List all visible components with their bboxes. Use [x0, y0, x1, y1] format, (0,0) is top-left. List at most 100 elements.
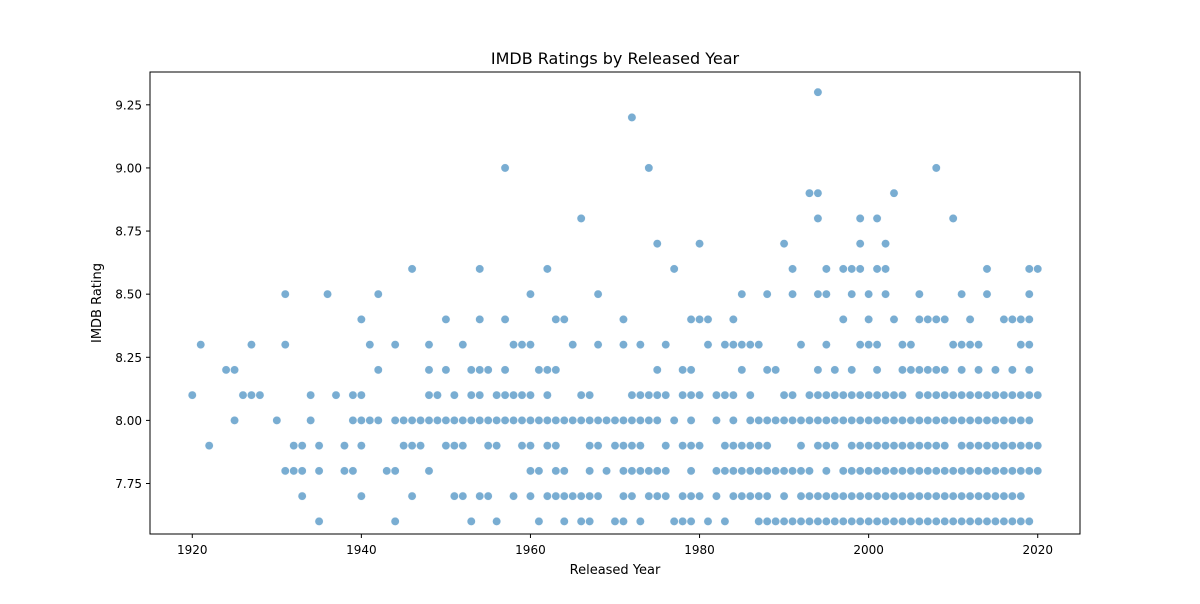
data-point [940, 441, 950, 451]
data-point [914, 516, 924, 526]
data-point [889, 314, 899, 324]
data-point [509, 491, 519, 501]
data-point [500, 365, 510, 375]
data-point [754, 516, 764, 526]
data-point [492, 516, 502, 526]
data-point [390, 415, 400, 425]
data-point [982, 264, 992, 274]
data-point [855, 264, 865, 274]
data-point [356, 415, 366, 425]
data-point [881, 441, 891, 451]
data-point [458, 340, 468, 350]
x-tick-label: 1960 [515, 543, 546, 557]
data-point [525, 390, 535, 400]
data-point [483, 415, 493, 425]
data-point [999, 441, 1009, 451]
data-point [906, 415, 916, 425]
data-point [373, 289, 383, 299]
y-tick-label: 9.00 [115, 161, 142, 175]
data-point [534, 415, 544, 425]
data-point [889, 441, 899, 451]
data-point [864, 340, 874, 350]
data-point [754, 441, 764, 451]
data-point [644, 390, 654, 400]
data-point [974, 390, 984, 400]
data-point [407, 264, 417, 274]
data-point [399, 441, 409, 451]
data-point [356, 314, 366, 324]
data-point [627, 441, 637, 451]
data-point [931, 365, 941, 375]
data-point [796, 441, 806, 451]
data-point [500, 415, 510, 425]
data-point [542, 264, 552, 274]
data-point [568, 491, 578, 501]
data-point [974, 466, 984, 476]
data-point [432, 390, 442, 400]
y-axis: 7.75 8.00 8.25 8.50 8.75 9.00 9.25 [115, 98, 150, 491]
data-point [897, 441, 907, 451]
data-point [897, 491, 907, 501]
data-point [990, 441, 1000, 451]
data-point [475, 390, 485, 400]
data-point [990, 491, 1000, 501]
data-point [449, 441, 459, 451]
data-point [525, 491, 535, 501]
data-point [948, 491, 958, 501]
data-point [509, 390, 519, 400]
data-point [990, 390, 1000, 400]
data-point [847, 289, 857, 299]
data-point [923, 314, 933, 324]
data-point [559, 415, 569, 425]
data-point [1016, 516, 1026, 526]
data-point [821, 491, 831, 501]
data-point [830, 365, 840, 375]
data-point [982, 491, 992, 501]
data-point [196, 340, 206, 350]
data-point [542, 415, 552, 425]
data-point [940, 365, 950, 375]
data-point [872, 466, 882, 476]
data-point [745, 415, 755, 425]
data-point [745, 441, 755, 451]
data-point [813, 87, 823, 97]
data-point [914, 289, 924, 299]
data-point [940, 314, 950, 324]
y-tick-label: 7.75 [115, 477, 142, 491]
data-point [297, 441, 307, 451]
data-point [593, 289, 603, 299]
data-point [830, 415, 840, 425]
data-point [948, 415, 958, 425]
data-point [728, 415, 738, 425]
data-point [872, 340, 882, 350]
data-point [525, 340, 535, 350]
data-point [821, 441, 831, 451]
data-point [711, 415, 721, 425]
data-point [635, 340, 645, 350]
data-point [847, 466, 857, 476]
data-point [914, 365, 924, 375]
data-point [948, 466, 958, 476]
data-point [821, 264, 831, 274]
data-point [618, 314, 628, 324]
data-point [348, 466, 358, 476]
data-point [686, 491, 696, 501]
data-point [864, 516, 874, 526]
data-point [602, 415, 612, 425]
y-tick-label: 8.00 [115, 414, 142, 428]
data-point [855, 213, 865, 223]
data-point [847, 264, 857, 274]
data-point [838, 466, 848, 476]
data-point [804, 491, 814, 501]
data-point [458, 415, 468, 425]
data-point [788, 466, 798, 476]
data-point [331, 390, 341, 400]
data-point [652, 466, 662, 476]
data-point [754, 340, 764, 350]
data-point [280, 466, 290, 476]
data-point [1016, 466, 1026, 476]
data-point [441, 415, 451, 425]
data-point [737, 466, 747, 476]
data-point [424, 390, 434, 400]
x-tick-label: 2000 [853, 543, 884, 557]
